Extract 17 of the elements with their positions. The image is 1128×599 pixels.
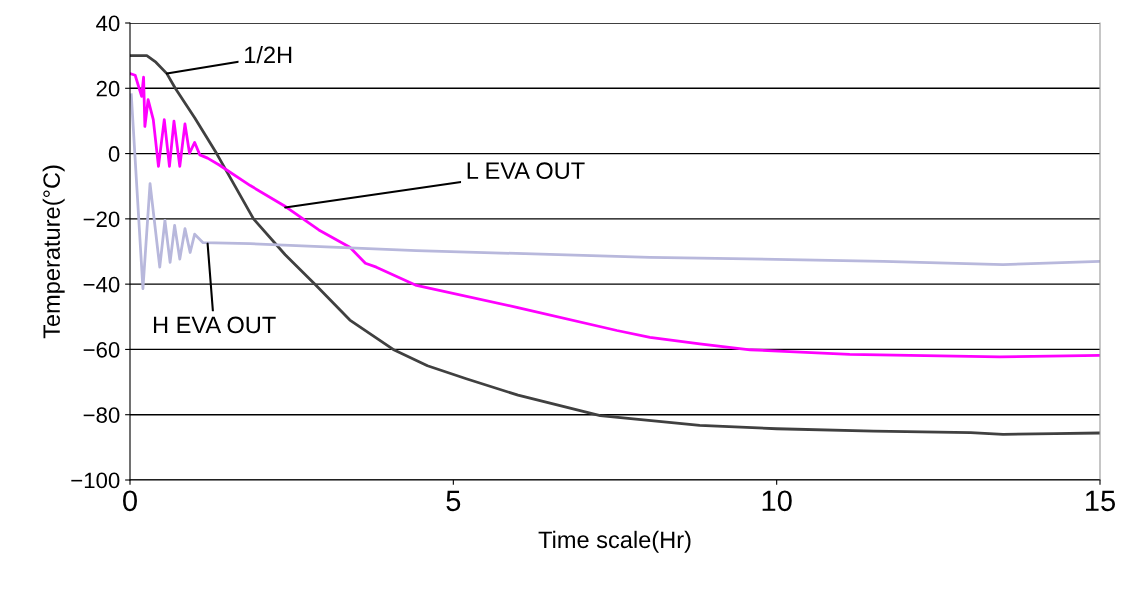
y-axis-title: Temperature(°C) [42, 165, 65, 339]
y-tick-label: −80 [83, 407, 120, 423]
y-tick-label: −60 [83, 341, 120, 358]
annotation: H EVA OUT [153, 316, 276, 334]
y-tick-label: −20 [83, 211, 120, 228]
x-tick-label: 5 [446, 490, 461, 512]
x-axis-title: Time scale(Hr) [538, 530, 691, 553]
annotation: L EVA OUT [467, 162, 585, 180]
y-tick-label: 0 [108, 146, 120, 162]
y-tick-label: −40 [83, 276, 120, 293]
x-tick-label: 0 [123, 490, 137, 512]
annotation: 1/2H [245, 45, 292, 64]
x-tick-label: 10 [762, 490, 792, 512]
x-tick-label: 15 [1086, 490, 1115, 512]
y-tick-label: 20 [96, 80, 120, 97]
y-tick-label: 40 [96, 15, 120, 32]
y-tick-label: −100 [71, 472, 120, 489]
